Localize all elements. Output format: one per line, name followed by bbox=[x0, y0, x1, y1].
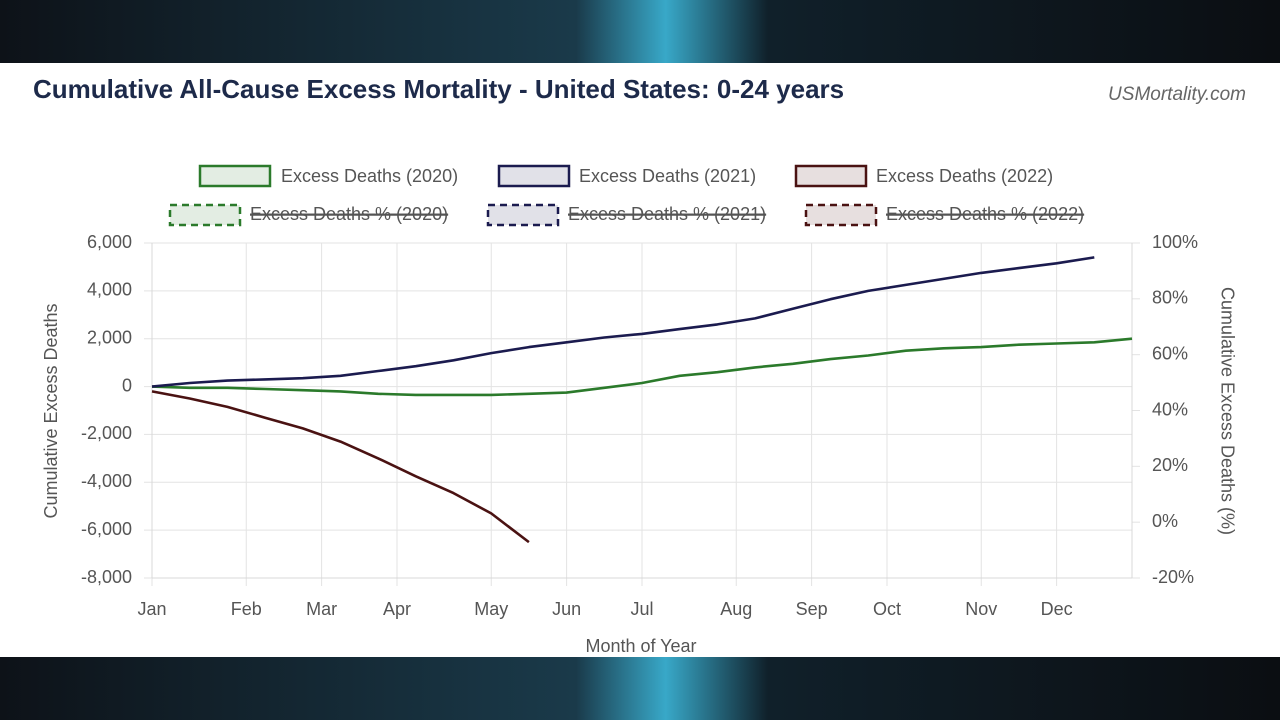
series-line bbox=[151, 337, 1133, 397]
y2-tick-label: 20% bbox=[1152, 455, 1188, 475]
x-tick-label: Sep bbox=[796, 599, 828, 619]
y-tick-label: 4,000 bbox=[87, 280, 132, 300]
legend-swatch bbox=[497, 164, 571, 188]
x-tick-label: May bbox=[474, 599, 508, 619]
x-tick-label: Feb bbox=[231, 599, 262, 619]
chart-panel bbox=[0, 63, 1280, 657]
y-tick-label: 2,000 bbox=[87, 327, 132, 347]
x-tick-label: Oct bbox=[873, 599, 901, 619]
x-tick-label: Aug bbox=[720, 599, 752, 619]
series-line bbox=[151, 256, 1095, 388]
legend-label[interactable]: Excess Deaths (2021) bbox=[579, 166, 756, 186]
chart-title: Cumulative All-Cause Excess Mortality - … bbox=[33, 74, 844, 104]
y2-tick-label: 60% bbox=[1152, 343, 1188, 363]
legend-swatch-hidden bbox=[168, 203, 242, 227]
top-band bbox=[0, 0, 1280, 63]
legend-label-hidden[interactable]: Excess Deaths % (2021) bbox=[568, 204, 766, 224]
y2-tick-label: 0% bbox=[1152, 511, 1178, 531]
y-axis-title: Cumulative Excess Deaths bbox=[41, 303, 61, 518]
x-tick-label: Apr bbox=[383, 599, 411, 619]
legend-swatch-hidden bbox=[804, 203, 878, 227]
y2-tick-label: 40% bbox=[1152, 399, 1188, 419]
source: USMortality.com bbox=[1108, 84, 1246, 105]
x-axis-title: Month of Year bbox=[585, 636, 696, 656]
legend-label[interactable]: Excess Deaths (2022) bbox=[876, 166, 1053, 186]
y2-tick-label: -20% bbox=[1152, 567, 1194, 587]
y2-tick-label: 80% bbox=[1152, 288, 1188, 308]
legend-label-hidden[interactable]: Excess Deaths % (2020) bbox=[250, 204, 448, 224]
legend-label[interactable]: Excess Deaths (2020) bbox=[281, 166, 458, 186]
x-tick-label: Jun bbox=[552, 599, 581, 619]
x-tick-label: Dec bbox=[1041, 599, 1073, 619]
y2-axis-title: Cumulative Excess Deaths (%) bbox=[1217, 287, 1237, 535]
x-tick-label: Jul bbox=[630, 599, 653, 619]
legend-swatch-hidden bbox=[486, 203, 560, 227]
y-tick-label: 0 bbox=[122, 375, 132, 395]
bottom-band bbox=[0, 657, 1280, 720]
legend-swatch bbox=[794, 164, 868, 188]
x-tick-label: Jan bbox=[137, 599, 166, 619]
y2-tick-label: 100% bbox=[1152, 232, 1198, 252]
x-tick-label: Mar bbox=[306, 599, 337, 619]
legend-label-hidden[interactable]: Excess Deaths % (2022) bbox=[886, 204, 1084, 224]
y-tick-label: -4,000 bbox=[81, 471, 132, 491]
x-tick-label: Nov bbox=[965, 599, 997, 619]
y-tick-label: -8,000 bbox=[81, 567, 132, 587]
y-tick-label: -2,000 bbox=[81, 423, 132, 443]
y-tick-label: 6,000 bbox=[87, 232, 132, 252]
series-line bbox=[151, 390, 530, 544]
legend-swatch bbox=[198, 164, 272, 188]
y-tick-label: -6,000 bbox=[81, 519, 132, 539]
